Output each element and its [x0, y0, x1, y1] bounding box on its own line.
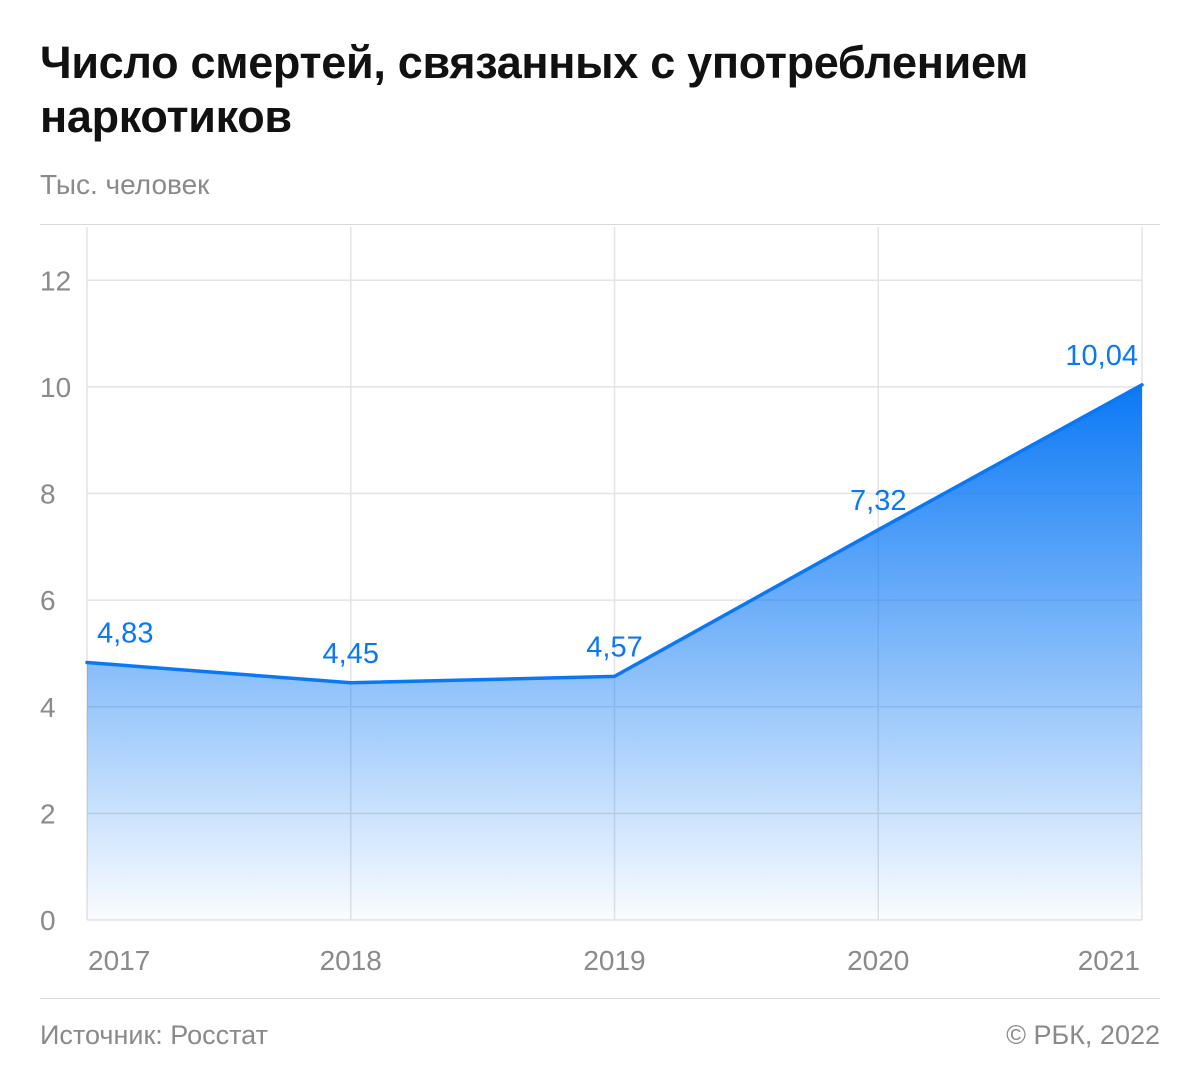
top-divider	[40, 224, 1160, 225]
line-layer	[85, 383, 1144, 685]
data-label: 7,32	[850, 485, 906, 517]
y-tick-label: 2	[40, 798, 56, 829]
area-layer	[87, 384, 1142, 920]
y-tick-label: 4	[40, 692, 56, 723]
x-tick-label: 2017	[88, 945, 150, 976]
source-note: Источник: Росстат	[40, 1020, 268, 1050]
chart-subtitle: Тыс. человек	[40, 169, 210, 200]
x-tick-label: 2020	[847, 945, 909, 976]
x-tick-label: 2018	[320, 945, 382, 976]
y-axis-ticks: 0 2 4 6 8 10 12	[40, 265, 71, 936]
y-tick-label: 10	[40, 372, 71, 403]
x-tick-label: 2019	[583, 945, 645, 976]
y-tick-label: 0	[40, 905, 56, 936]
y-tick-label: 12	[40, 265, 71, 296]
bottom-divider	[40, 998, 1160, 999]
y-tick-label: 6	[40, 585, 56, 616]
series-area	[87, 384, 1142, 920]
chart-title: Число смертей, связанных с употреблением…	[40, 37, 1029, 142]
data-label: 4,57	[586, 631, 642, 663]
data-labels: 4,83 4,45 4,57 7,32 10,04	[97, 340, 1138, 670]
x-tick-label: 2021	[1078, 945, 1140, 976]
copyright-note: © РБК, 2022	[1006, 1020, 1160, 1050]
data-label: 4,83	[97, 618, 153, 650]
x-axis-ticks: 2017 2018 2019 2020 2021	[88, 945, 1140, 976]
data-label: 4,45	[323, 638, 379, 670]
data-label: 10,04	[1065, 340, 1138, 372]
y-tick-label: 8	[40, 479, 56, 510]
